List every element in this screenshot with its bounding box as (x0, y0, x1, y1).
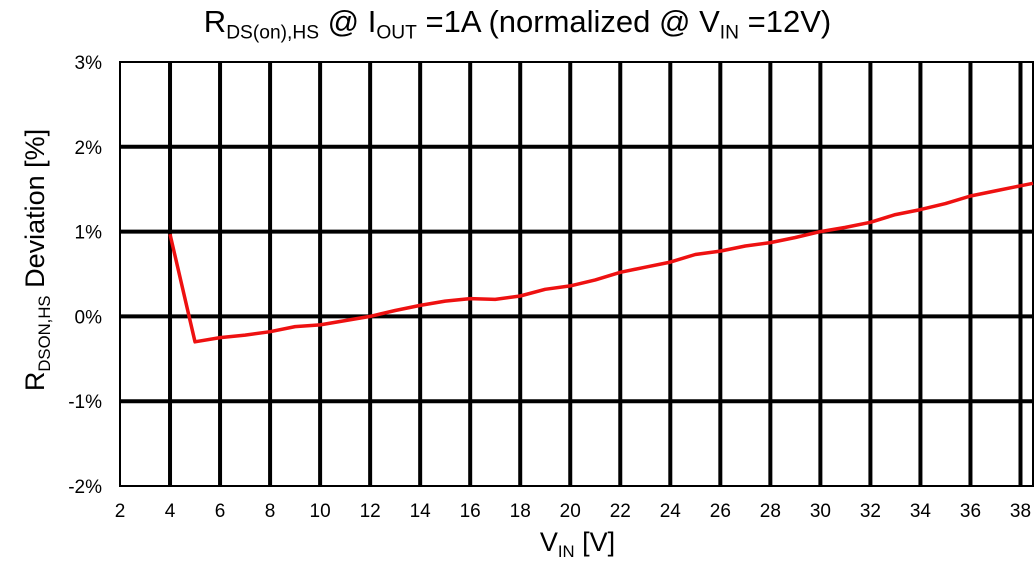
x-tick-label: 34 (910, 501, 932, 522)
title-at: @ (319, 4, 368, 39)
x-tick-label: 30 (810, 501, 831, 522)
y-tick-label: 3% (75, 53, 103, 74)
plot-frame (119, 61, 1034, 487)
y-tick-label: -2% (68, 477, 102, 498)
y-tick-label: 1% (75, 223, 103, 244)
x-tick-labels: 2 4 6 8 10 12 14 16 18 20 22 24 26 28 30 32 34 36 38 (115, 501, 1031, 522)
x-tick-label: 14 (410, 501, 432, 522)
y-tick-labels: -2% -1% 0% 1% 2% 3% (68, 53, 102, 498)
y-tick-label: 0% (75, 307, 103, 328)
xlabel-subscript: IN (557, 541, 575, 561)
y-tick-label: 2% (75, 138, 103, 159)
x-tick-label: 26 (710, 501, 731, 522)
title-mid: =1A (normalized @ (416, 4, 700, 39)
y-tick-label: -1% (68, 392, 102, 413)
series-layer (168, 181, 1034, 344)
x-tick-label: 20 (560, 501, 581, 522)
ylabel-rest: Deviation [%] (20, 128, 50, 296)
x-tick-label: 8 (265, 501, 276, 522)
title-i-subscript: OUT (376, 22, 417, 44)
y-axis-label: RDSON,HS Deviation [%] (20, 60, 54, 460)
ylabel-subscript: DSON,HS (34, 295, 54, 372)
x-axis-label: VIN [V] (0, 527, 1035, 561)
x-tick-label: 16 (460, 501, 481, 522)
x-tick-label: 4 (165, 501, 176, 522)
y-gridlines (120, 144, 1033, 404)
title-v: V (699, 4, 720, 39)
x-tick-label: 6 (215, 501, 226, 522)
x-tick-label: 32 (860, 501, 881, 522)
title-end: =12V) (739, 4, 832, 39)
series-line-0 (168, 181, 1034, 344)
x-tick-label: 2 (115, 501, 126, 522)
title-r: R (203, 4, 227, 39)
xlabel-v: V (539, 527, 558, 557)
x-tick-label: 10 (310, 501, 331, 522)
xlabel-unit: [V] (574, 527, 616, 557)
title-i: I (367, 4, 377, 39)
x-tick-label: 18 (510, 501, 531, 522)
x-tick-label: 36 (960, 501, 981, 522)
title-r-subscript: DS(on),HS (226, 22, 320, 44)
x-tick-label: 38 (1010, 501, 1031, 522)
x-tick-label: 28 (760, 501, 781, 522)
x-gridlines (168, 62, 1023, 486)
ylabel-r: R (20, 371, 50, 392)
title-v-subscript: IN (719, 22, 739, 44)
x-tick-label: 22 (610, 501, 631, 522)
x-tick-label: 12 (360, 501, 381, 522)
x-tick-label: 24 (660, 501, 682, 522)
chart-title: RDS(on),HS @ IOUT =1A (normalized @ VIN … (0, 4, 1035, 43)
